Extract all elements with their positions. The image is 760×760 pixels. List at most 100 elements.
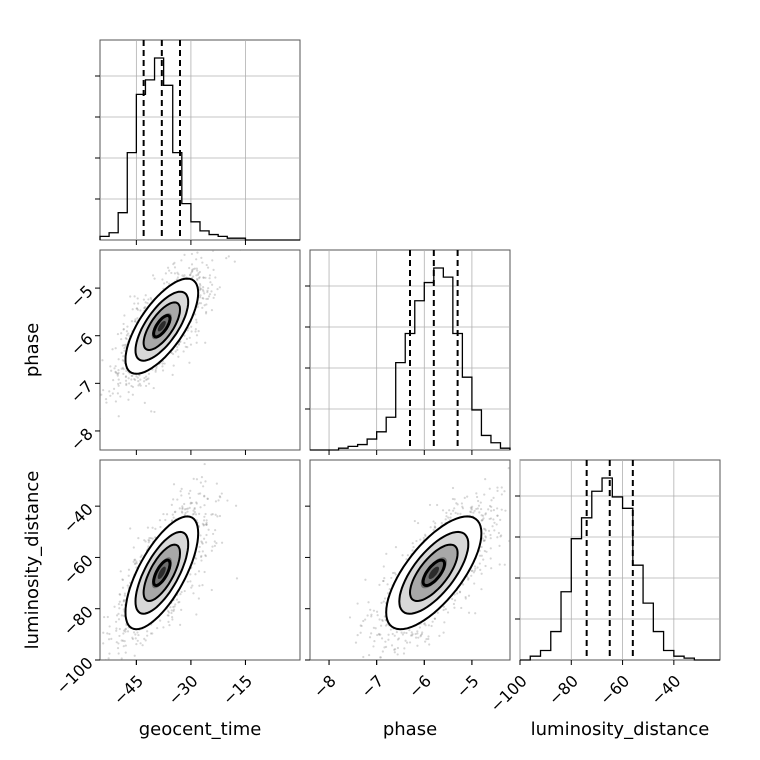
scatter-point xyxy=(158,519,162,522)
scatter-point xyxy=(134,662,136,664)
scatter-point xyxy=(472,571,475,574)
scatter-point xyxy=(133,302,136,305)
scatter-point xyxy=(198,286,201,289)
scatter-point xyxy=(488,504,492,508)
scatter-point xyxy=(482,532,486,535)
scatter-point xyxy=(499,535,502,538)
scatter-point xyxy=(451,486,455,490)
scatter-point xyxy=(148,536,151,540)
scatter-point xyxy=(201,261,204,264)
scatter-point xyxy=(451,597,454,601)
scatter-point xyxy=(480,507,483,511)
panel-content xyxy=(100,250,242,421)
scatter-point xyxy=(124,375,128,378)
scatter-point xyxy=(173,510,177,514)
scatter-point xyxy=(481,537,484,540)
scatter-point xyxy=(227,255,230,258)
scatter-point xyxy=(136,639,139,642)
scatter-point xyxy=(496,514,499,517)
scatter-point xyxy=(218,495,221,498)
scatter-point xyxy=(378,583,381,586)
scatter-point xyxy=(413,519,416,523)
scatter-point xyxy=(104,658,107,660)
scatter-point xyxy=(156,627,159,630)
scatter-point xyxy=(374,627,377,630)
scatter-point xyxy=(117,358,120,361)
y-tick-label: −6 xyxy=(67,329,97,359)
scatter-point xyxy=(411,633,414,636)
scatter-point xyxy=(436,503,439,507)
scatter-point xyxy=(166,266,170,269)
scatter-point xyxy=(122,645,125,648)
scatter-point xyxy=(176,271,179,274)
scatter-point xyxy=(417,636,420,639)
scatter-point xyxy=(125,383,128,387)
scatter-point xyxy=(121,578,125,581)
scatter-point xyxy=(139,384,142,387)
scatter-point xyxy=(123,347,126,350)
scatter-point xyxy=(199,287,202,291)
scatter-point xyxy=(114,347,117,350)
scatter-point xyxy=(120,657,123,660)
scatter-point xyxy=(193,562,196,565)
scatter-point xyxy=(198,550,201,553)
scatter-point xyxy=(458,590,462,593)
scatter-point xyxy=(108,632,111,636)
x-tick-label: −7 xyxy=(357,671,387,701)
scatter-point xyxy=(496,507,499,510)
scatter-point xyxy=(212,296,215,299)
scatter-point xyxy=(484,529,487,532)
scatter-point xyxy=(386,672,388,674)
x-axis-label-phase: phase xyxy=(383,719,437,740)
scatter-point xyxy=(432,528,435,531)
scatter-point xyxy=(195,613,198,616)
scatter-point xyxy=(461,507,465,510)
scatter-point xyxy=(470,574,473,577)
scatter-point xyxy=(477,504,481,507)
scatter-point xyxy=(207,295,211,298)
scatter-point xyxy=(218,514,222,518)
scatter-point xyxy=(484,535,487,538)
scatter-point xyxy=(147,372,151,375)
scatter-point xyxy=(192,267,195,271)
scatter-point xyxy=(367,601,370,604)
scatter-point xyxy=(364,578,367,581)
scatter-point xyxy=(192,592,195,595)
scatter-point xyxy=(200,256,203,259)
scatter-point xyxy=(444,518,447,521)
scatter-point xyxy=(379,624,383,627)
scatter-point xyxy=(205,541,208,544)
scatter-point xyxy=(188,496,192,499)
scatter-point xyxy=(199,534,202,537)
scatter-point xyxy=(448,509,451,512)
scatter-point xyxy=(115,372,118,375)
scatter-point xyxy=(442,608,445,612)
scatter-point xyxy=(369,608,372,611)
scatter-point xyxy=(186,507,189,510)
scatter-point xyxy=(500,493,503,496)
contour-line-1 xyxy=(134,290,190,362)
scatter-point xyxy=(403,647,406,650)
scatter-point xyxy=(195,267,198,270)
y-tick-label: −7 xyxy=(67,377,97,407)
scatter-point xyxy=(425,638,428,641)
scatter-point xyxy=(135,562,138,565)
scatter-point xyxy=(356,682,358,684)
scatter-point xyxy=(143,306,146,309)
scatter-point xyxy=(124,337,127,340)
scatter-point xyxy=(162,626,165,629)
scatter-point xyxy=(137,302,140,305)
scatter-point xyxy=(478,511,481,514)
scatter-point xyxy=(136,317,139,320)
scatter-point xyxy=(211,283,214,286)
scatter-point xyxy=(422,536,425,540)
scatter-point xyxy=(397,637,401,640)
scatter-point xyxy=(496,486,499,489)
scatter-point xyxy=(122,355,125,358)
scatter-point xyxy=(177,342,181,345)
x-axis-label-luminosity_distance: luminosity_distance xyxy=(531,719,710,740)
scatter-point xyxy=(133,558,137,561)
scatter-point xyxy=(117,642,120,645)
scatter-point xyxy=(198,282,202,286)
